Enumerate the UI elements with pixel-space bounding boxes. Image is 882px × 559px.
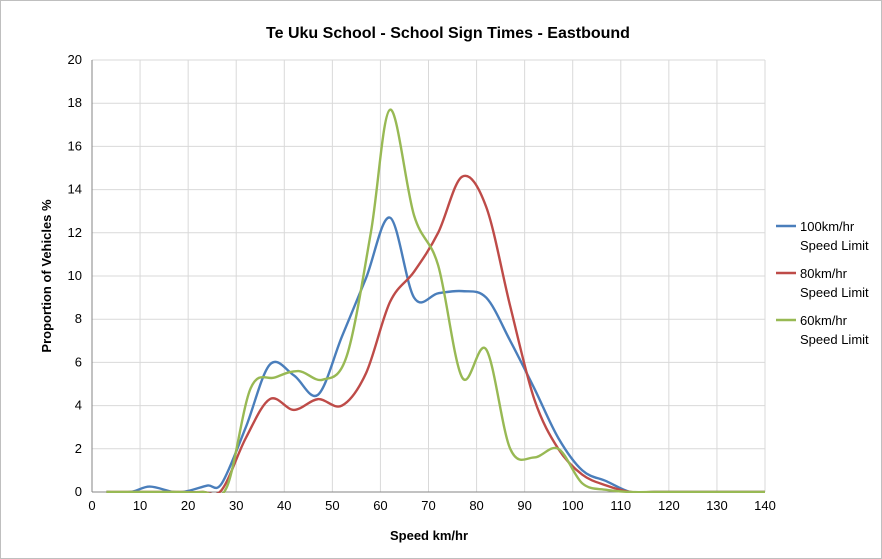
y-tick-label: 20	[68, 52, 82, 67]
legend-label: Speed Limit	[800, 332, 869, 347]
x-tick-label: 110	[610, 498, 631, 513]
y-tick-label: 10	[68, 268, 82, 283]
y-tick-label: 2	[75, 441, 82, 456]
series-line-1	[106, 216, 765, 493]
x-tick-label: 130	[706, 498, 728, 513]
legend-label: 80km/hr	[800, 266, 848, 281]
series-line-2	[106, 174, 765, 493]
legend-label: 60km/hr	[800, 313, 848, 328]
x-tick-label: 40	[277, 498, 291, 513]
x-tick-label: 50	[325, 498, 339, 513]
chart-title: Te Uku School - School Sign Times - East…	[266, 25, 630, 42]
x-tick-label: 80	[469, 498, 483, 513]
y-tick-label: 0	[75, 484, 82, 499]
x-tick-label: 30	[229, 498, 243, 513]
y-axis-label: Proportion of Vehicles %	[39, 199, 54, 353]
legend-label: Speed Limit	[800, 285, 869, 300]
y-tick-label: 6	[75, 354, 82, 369]
y-tick-label: 12	[68, 225, 82, 240]
x-tick-label: 90	[517, 498, 531, 513]
x-tick-label: 100	[562, 498, 584, 513]
x-axis-label: Speed km/hr	[390, 528, 468, 543]
x-tick-label: 70	[421, 498, 435, 513]
axis-ticks: 0 10 20 30 40 50 60 70 80 90 100 110 120 130 140 0 2 4 6 8 1…	[68, 52, 776, 513]
y-tick-label: 14	[68, 182, 82, 197]
y-tick-label: 16	[68, 138, 82, 153]
x-tick-label: 20	[181, 498, 195, 513]
x-tick-label: 120	[658, 498, 680, 513]
x-tick-label: 60	[373, 498, 387, 513]
y-tick-label: 8	[75, 311, 82, 326]
x-tick-label: 0	[88, 498, 95, 513]
y-tick-label: 18	[68, 95, 82, 110]
grid	[91, 59, 766, 493]
legend-label: 100km/hr	[800, 219, 855, 234]
legend: 100km/hr Speed Limit 80km/hr Speed Limit 60k…	[776, 219, 869, 347]
series-lines	[106, 108, 765, 493]
x-tick-label: 10	[133, 498, 147, 513]
series-line-3	[106, 108, 765, 493]
x-tick-label: 140	[754, 498, 776, 513]
legend-label: Speed Limit	[800, 238, 869, 253]
y-tick-label: 4	[75, 398, 82, 413]
